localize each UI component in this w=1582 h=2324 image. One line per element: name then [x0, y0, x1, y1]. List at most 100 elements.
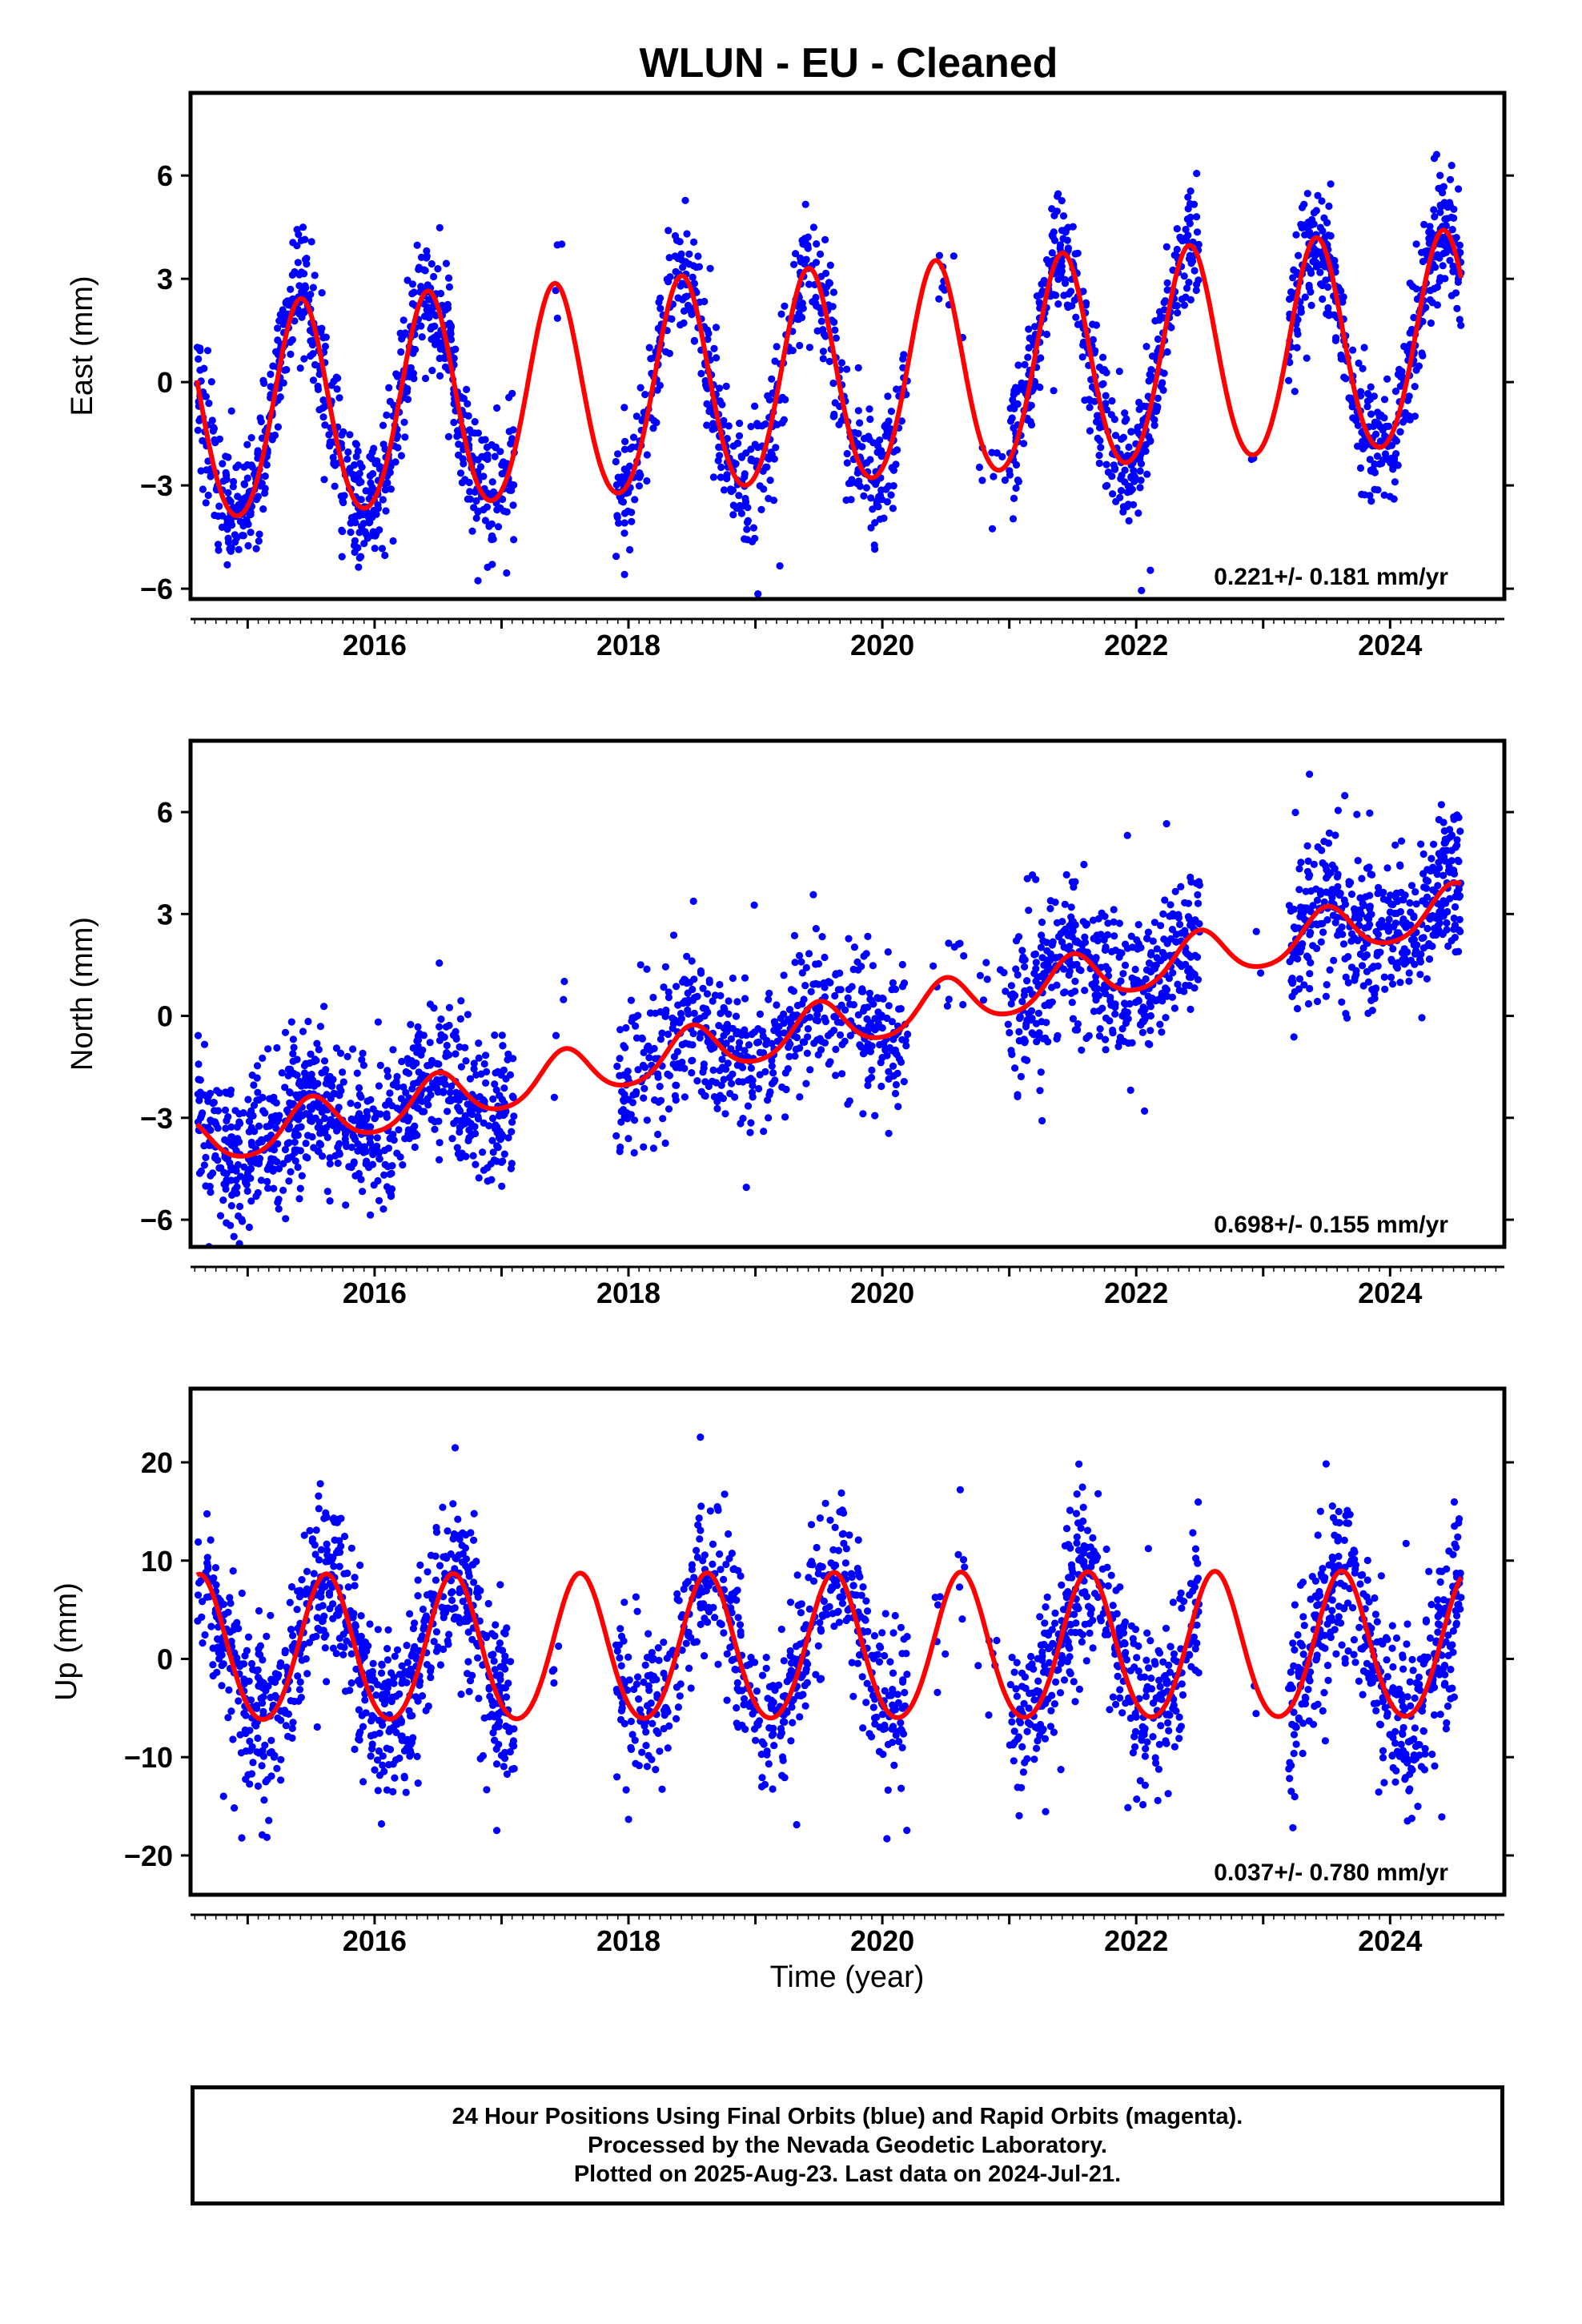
data-point [236, 1120, 244, 1128]
data-point [196, 347, 204, 355]
data-point [1419, 944, 1427, 952]
data-point [259, 1054, 267, 1062]
data-point [673, 1047, 682, 1055]
data-point [805, 950, 813, 958]
data-point [279, 306, 287, 314]
data-point [1307, 287, 1315, 296]
data-point [678, 279, 686, 287]
data-point [744, 504, 752, 512]
data-point [669, 1060, 677, 1068]
data-point [1453, 836, 1461, 844]
data-point [248, 1112, 256, 1120]
data-point [889, 1062, 897, 1070]
data-point [1168, 993, 1176, 1001]
data-point [1021, 1055, 1029, 1063]
data-point [1358, 962, 1367, 970]
data-point [1180, 272, 1188, 280]
data-point [1021, 987, 1029, 995]
data-point [876, 1040, 884, 1049]
data-point [1419, 257, 1427, 266]
data-point [218, 523, 226, 532]
data-point [620, 570, 628, 579]
data-point [1423, 893, 1431, 901]
data-point [323, 1188, 331, 1196]
data-point [686, 307, 694, 315]
data-point [649, 424, 657, 432]
data-point [1190, 200, 1199, 208]
data-point [375, 1196, 383, 1204]
data-point [709, 473, 718, 481]
data-point [1247, 455, 1255, 464]
data-point [871, 545, 879, 553]
data-point [1397, 888, 1405, 897]
data-point [222, 1180, 230, 1188]
data-point [1454, 856, 1462, 864]
data-point [875, 495, 883, 503]
data-point [1018, 997, 1026, 1006]
data-point [481, 517, 490, 525]
data-point [1142, 975, 1150, 983]
data-point [732, 1012, 741, 1020]
data-point [643, 965, 651, 973]
data-point [701, 1092, 709, 1100]
data-point [767, 448, 775, 456]
data-point [346, 464, 354, 472]
data-point [311, 271, 319, 279]
data-point [279, 320, 287, 328]
data-point [441, 363, 450, 371]
data-point [380, 1171, 388, 1179]
data-point [717, 1081, 725, 1089]
data-point [1394, 370, 1402, 379]
data-point [281, 1028, 290, 1036]
data-point [761, 420, 769, 428]
data-point [216, 1212, 225, 1220]
data-point [866, 1019, 874, 1027]
data-point [211, 1107, 219, 1115]
data-point [654, 1130, 662, 1139]
data-point [681, 293, 689, 301]
data-point [508, 1092, 516, 1100]
data-point [1291, 987, 1299, 996]
data-point [560, 995, 568, 1003]
data-point [1066, 967, 1074, 975]
data-point [632, 1034, 641, 1042]
data-point [1451, 921, 1460, 929]
data-point [864, 1081, 872, 1089]
data-point [1355, 359, 1363, 368]
data-point [1191, 984, 1199, 992]
data-point [1042, 1019, 1050, 1027]
data-point [612, 1132, 620, 1140]
data-point [1110, 918, 1118, 926]
data-point [215, 546, 223, 554]
data-point [1358, 875, 1366, 883]
data-point [1117, 977, 1125, 985]
data-point [1021, 360, 1029, 368]
data-point [1303, 190, 1311, 198]
data-point [651, 1096, 659, 1104]
data-point [300, 1069, 309, 1077]
data-point [450, 418, 458, 427]
data-point [336, 1049, 345, 1057]
data-point [1349, 346, 1357, 354]
data-point [1405, 977, 1413, 985]
data-point [672, 267, 680, 275]
data-point [656, 1083, 664, 1091]
data-point [880, 514, 888, 522]
data-point [1370, 422, 1378, 431]
data-point [379, 1205, 387, 1213]
data-point [445, 1003, 454, 1011]
data-point [413, 1037, 421, 1045]
data-point [452, 1095, 460, 1104]
data-point [729, 501, 737, 509]
data-point [261, 472, 269, 480]
data-point [1439, 846, 1447, 854]
data-point [407, 1020, 415, 1028]
data-point [1356, 392, 1365, 400]
data-point [195, 355, 203, 363]
data-point [1012, 460, 1021, 469]
data-point [469, 1152, 477, 1160]
data-point [636, 471, 644, 480]
data-point [346, 431, 354, 439]
data-point [286, 1088, 294, 1097]
data-point [443, 1041, 451, 1050]
